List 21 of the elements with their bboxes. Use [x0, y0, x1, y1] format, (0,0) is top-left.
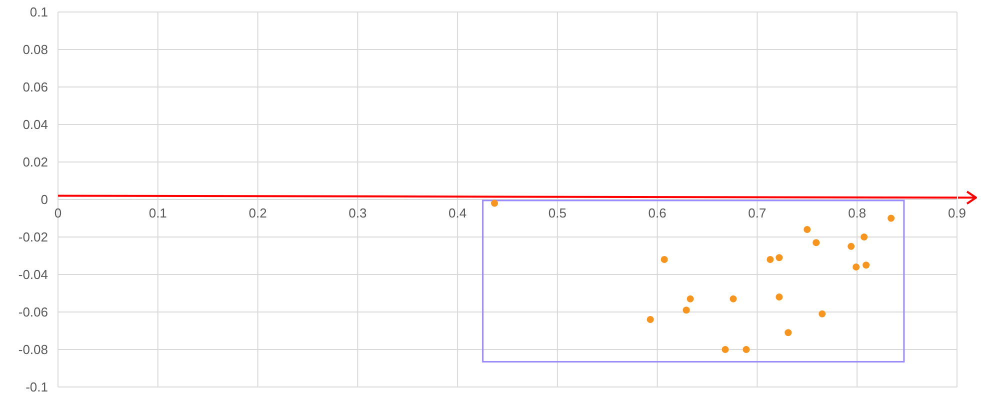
x-tick-label: 0.7 — [748, 206, 766, 220]
x-tick-label: 0.4 — [448, 206, 467, 220]
y-tick-label: 0 — [40, 192, 48, 208]
y-tick-label: -0.04 — [18, 267, 48, 282]
x-tick-label: 0.2 — [248, 206, 267, 220]
y-tick-label: -0.08 — [18, 342, 48, 358]
y-tick-label: -0.1 — [26, 380, 48, 395]
y-tick-label: 0.02 — [22, 154, 48, 170]
x-tick-label: 0.6 — [648, 206, 666, 220]
x-tick-label: 0 — [54, 206, 62, 220]
x-tick-label: 0.5 — [548, 206, 566, 220]
x-tick-label: 0.1 — [148, 206, 167, 220]
x-tick-label: 0.9 — [948, 206, 966, 220]
x-tick-label: 0.3 — [348, 206, 367, 220]
y-tick-label: 0.06 — [22, 80, 48, 95]
y-tick-label: 0.08 — [22, 42, 48, 58]
x-tick-label: 0.8 — [848, 206, 866, 220]
y-tick-label: 0.1 — [30, 4, 48, 20]
y-tick-label: 0.04 — [22, 117, 48, 132]
y-tick-label: -0.06 — [18, 304, 48, 320]
y-tick-label: -0.02 — [18, 230, 48, 245]
